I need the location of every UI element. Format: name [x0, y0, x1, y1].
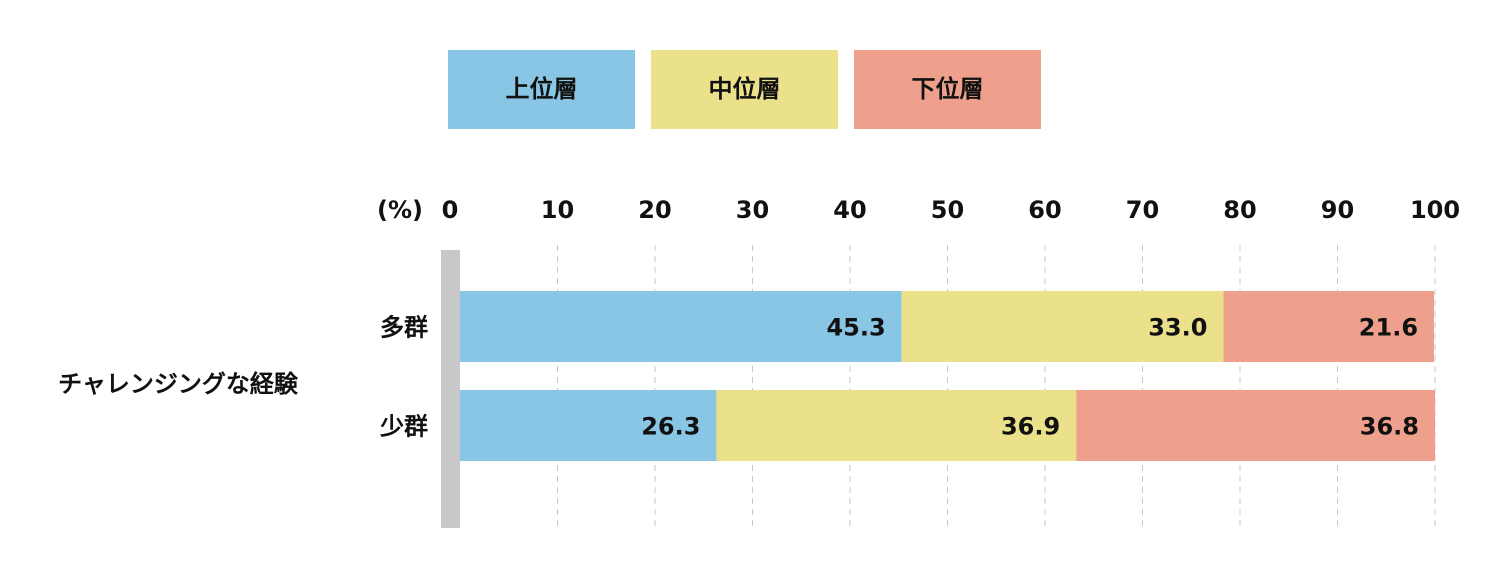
axis-bar [441, 250, 460, 528]
bar-segment [1223, 291, 1435, 362]
value-label: 36.9 [1001, 413, 1060, 441]
x-tick-label: 0 [442, 196, 459, 224]
x-tick-label: 80 [1223, 196, 1256, 224]
legend-swatch [854, 50, 1041, 129]
x-tick-label: 100 [1410, 196, 1460, 224]
category-label: 多群 [380, 314, 428, 342]
legend-label: 上位層 [506, 75, 578, 103]
x-tick-label: 90 [1321, 196, 1354, 224]
bar-segment [901, 291, 1224, 362]
x-tick-label: 50 [931, 196, 964, 224]
group-label: チャレンジングな経験 [58, 370, 299, 398]
value-label: 21.6 [1359, 314, 1418, 342]
legend-swatch [651, 50, 838, 129]
bar-segment [716, 390, 1077, 461]
bar-segment [460, 390, 717, 461]
value-label: 45.3 [826, 314, 885, 342]
legend-label: 中位層 [709, 75, 781, 103]
legend-label: 下位層 [912, 75, 984, 103]
x-tick-label: 20 [638, 196, 671, 224]
bar-segment [1076, 390, 1435, 461]
x-tick-label: 40 [833, 196, 866, 224]
bar-segment [460, 291, 902, 362]
x-tick-label: 60 [1028, 196, 1061, 224]
x-tick-label: 10 [541, 196, 574, 224]
value-label: 33.0 [1148, 314, 1207, 342]
value-label: 36.8 [1360, 413, 1419, 441]
value-label: 26.3 [641, 413, 700, 441]
x-tick-label: 70 [1126, 196, 1159, 224]
x-unit-label: (%) [377, 196, 423, 224]
x-tick-label: 30 [736, 196, 769, 224]
legend-swatch [448, 50, 635, 129]
category-label: 少群 [379, 413, 428, 441]
